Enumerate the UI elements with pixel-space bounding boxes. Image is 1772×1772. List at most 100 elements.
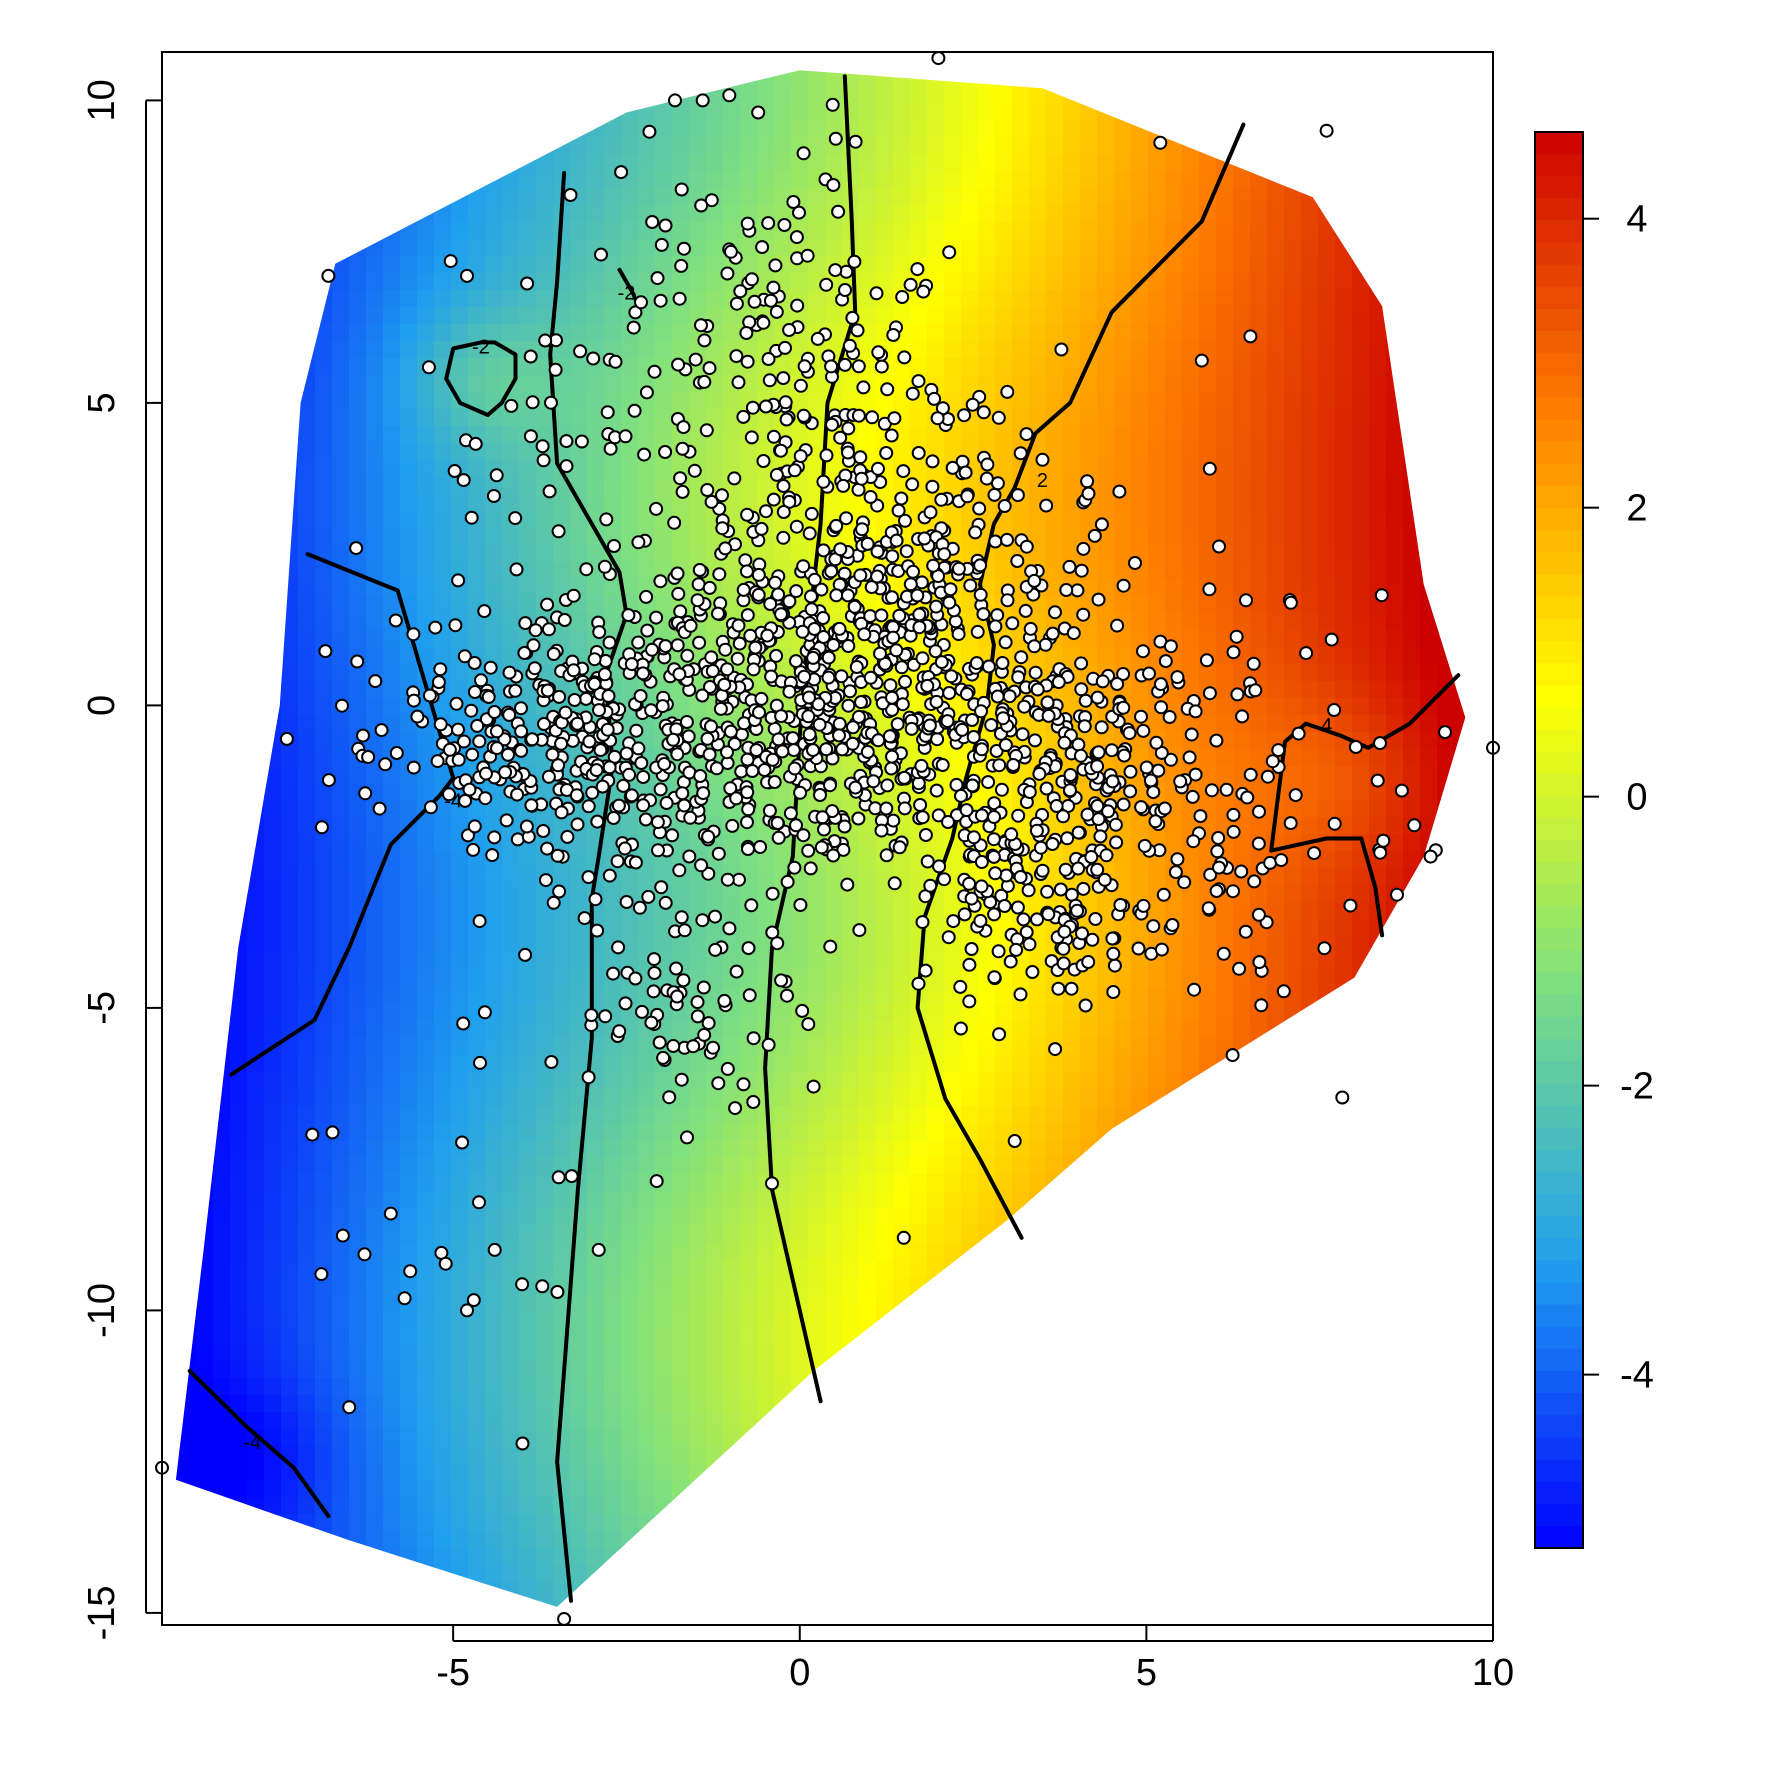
heat-cell [927,1123,945,1141]
heat-cell [417,1582,435,1600]
heat-cell [298,681,316,699]
heat-cell [400,664,418,682]
heat-cell [502,1344,520,1362]
heat-cell [519,1412,537,1430]
heat-cell [400,936,418,954]
heat-cell [893,120,911,138]
heat-cell [468,1072,486,1090]
heat-cell [859,256,877,274]
heat-cell [400,1276,418,1294]
heat-cell [961,307,979,325]
heat-cell [230,1004,248,1022]
heat-cell [196,1429,214,1447]
heat-cell [485,273,503,291]
heat-cell [519,188,537,206]
heat-cell [842,1174,860,1192]
heat-cell [638,1412,656,1430]
heat-cell [468,86,486,104]
heat-cell [502,1140,520,1158]
heat-cell [175,1225,180,1243]
heat-cell [175,375,180,393]
heat-cell [451,511,469,529]
heat-cell [349,851,367,869]
heat-cell [298,953,316,971]
heat-cell [247,324,265,342]
heat-cell [740,477,758,495]
heat-cell [706,1293,724,1311]
heat-cell [995,1514,1013,1532]
heat-cell [175,681,180,699]
heat-cell [1012,239,1030,257]
heat-cell [264,919,282,937]
heat-cell [502,1157,520,1175]
heat-cell [1029,290,1047,308]
heat-cell [893,1480,911,1498]
heat-cell [175,1123,180,1141]
heat-cell [655,1225,673,1243]
heat-cell [264,1208,282,1226]
heat-cell [604,919,622,937]
heat-cell [175,409,180,427]
heat-cell [689,239,707,257]
heat-cell [485,1548,503,1566]
heat-cell [383,783,401,801]
heat-cell [944,120,962,138]
heat-cell [1029,1514,1047,1532]
heat-cell [723,120,741,138]
heat-cell [502,154,520,172]
heat-cell [689,1140,707,1158]
heat-cell [1063,324,1081,342]
heat-cell [842,1395,860,1413]
heat-cell [876,1463,894,1481]
heat-cell [587,1259,605,1277]
heat-cell [366,817,384,835]
heat-cell [944,1259,962,1277]
heat-cell [995,171,1013,189]
heat-cell [298,494,316,512]
heat-cell [1046,1106,1064,1124]
heat-cell [315,800,333,818]
heat-cell [1012,1276,1030,1294]
heat-cell [175,1157,180,1175]
heat-cell [1063,239,1081,257]
heat-cell [485,1463,503,1481]
heat-cell [349,154,367,172]
heat-cell [315,715,333,733]
heat-cell [400,188,418,206]
heat-cell [298,409,316,427]
heat-cell [502,137,520,155]
heat-cell [281,1429,299,1447]
heat-cell [1029,1157,1047,1175]
heat-cell [774,1480,792,1498]
heat-cell [655,1191,673,1209]
heat-cell [859,1021,877,1039]
heat-cell [468,1361,486,1379]
heat-cell [468,460,486,478]
heat-cell [1046,1497,1064,1515]
heat-cell [179,1140,197,1158]
heat-cell [175,647,180,665]
heat-cell [400,290,418,308]
heat-cell [638,70,656,87]
heat-cell [842,1208,860,1226]
heat-cell [196,1310,214,1328]
heat-cell [689,120,707,138]
heat-cell [808,1038,826,1056]
heat-cell [808,1548,826,1566]
heat-cell [213,1191,231,1209]
heat-cell [196,1157,214,1175]
heat-cell [961,1106,979,1124]
heat-cell [175,1412,180,1430]
heat-cell [876,1310,894,1328]
heat-cell [196,1565,214,1583]
heat-cell [175,1378,180,1396]
heat-cell [672,1378,690,1396]
heat-cell [332,919,350,937]
heat-cell [230,307,248,325]
heat-cell [638,52,656,70]
heat-cell [196,103,214,121]
heat-cell [536,188,554,206]
heat-cell [978,171,996,189]
heat-cell [1012,52,1030,70]
heat-cell [400,1055,418,1073]
